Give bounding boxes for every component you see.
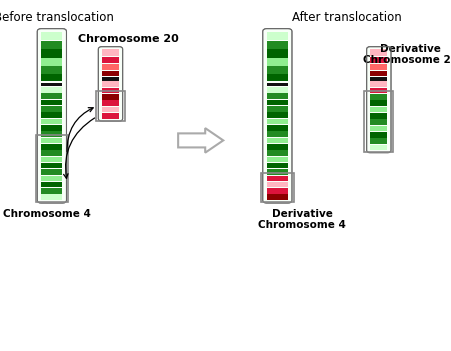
Text: Chromosome 20: Chromosome 20 bbox=[78, 34, 179, 44]
Bar bbox=[102, 57, 119, 63]
Bar bbox=[370, 126, 387, 131]
Bar bbox=[267, 138, 288, 143]
Bar bbox=[267, 49, 288, 58]
Bar bbox=[364, 91, 393, 152]
Bar bbox=[267, 87, 288, 93]
Bar bbox=[41, 106, 62, 112]
Bar bbox=[267, 83, 288, 86]
Text: Before translocation: Before translocation bbox=[0, 11, 114, 24]
FancyBboxPatch shape bbox=[367, 47, 391, 153]
Bar bbox=[267, 125, 288, 131]
Bar bbox=[267, 66, 288, 74]
FancyArrowPatch shape bbox=[67, 108, 93, 152]
Bar bbox=[267, 144, 288, 150]
Bar bbox=[267, 194, 288, 200]
Bar bbox=[267, 188, 288, 194]
FancyArrow shape bbox=[178, 128, 223, 153]
Bar bbox=[102, 64, 119, 70]
Bar bbox=[41, 66, 62, 74]
Bar bbox=[41, 41, 62, 49]
Bar bbox=[102, 71, 119, 76]
Bar bbox=[267, 182, 288, 187]
Bar bbox=[370, 100, 387, 106]
Bar bbox=[102, 100, 119, 106]
Bar bbox=[267, 131, 288, 137]
Bar bbox=[41, 125, 62, 131]
Bar bbox=[267, 93, 288, 99]
Bar bbox=[267, 119, 288, 124]
Bar bbox=[41, 182, 62, 187]
Text: Derivative
Chromosome 4: Derivative Chromosome 4 bbox=[258, 209, 346, 231]
Bar bbox=[370, 132, 387, 138]
Bar bbox=[370, 107, 387, 112]
Bar bbox=[370, 119, 387, 125]
Bar bbox=[370, 88, 387, 93]
Bar bbox=[102, 81, 119, 87]
Bar bbox=[370, 94, 387, 100]
Bar bbox=[41, 119, 62, 124]
Bar bbox=[41, 169, 62, 175]
Bar bbox=[41, 157, 62, 162]
Bar bbox=[41, 58, 62, 66]
Bar bbox=[41, 93, 62, 99]
Bar bbox=[41, 112, 62, 118]
Bar bbox=[41, 150, 62, 156]
Bar bbox=[41, 100, 62, 105]
Bar bbox=[267, 106, 288, 112]
Bar bbox=[267, 100, 288, 105]
Text: Chromosome 4: Chromosome 4 bbox=[4, 209, 91, 219]
Bar bbox=[102, 88, 119, 93]
Bar bbox=[41, 176, 62, 181]
Bar bbox=[41, 138, 62, 143]
Bar bbox=[370, 81, 387, 87]
Bar bbox=[41, 131, 62, 137]
Bar bbox=[261, 173, 294, 202]
Bar bbox=[102, 107, 119, 112]
Bar bbox=[102, 113, 119, 119]
Bar bbox=[41, 144, 62, 150]
FancyBboxPatch shape bbox=[98, 47, 123, 121]
Bar bbox=[267, 74, 288, 81]
Bar bbox=[267, 169, 288, 175]
Bar bbox=[41, 87, 62, 93]
FancyArrowPatch shape bbox=[64, 118, 95, 178]
Bar bbox=[267, 112, 288, 118]
Bar bbox=[96, 91, 125, 121]
Bar bbox=[41, 194, 62, 200]
Bar bbox=[370, 145, 387, 150]
Bar bbox=[370, 71, 387, 76]
Bar bbox=[267, 58, 288, 66]
Bar bbox=[41, 188, 62, 194]
Text: After translocation: After translocation bbox=[292, 11, 402, 24]
Bar bbox=[267, 32, 288, 40]
Bar bbox=[370, 113, 387, 119]
Bar bbox=[370, 49, 387, 56]
Bar bbox=[267, 157, 288, 162]
Bar bbox=[41, 83, 62, 86]
Bar bbox=[102, 77, 119, 81]
Bar bbox=[370, 77, 387, 81]
Bar bbox=[370, 138, 387, 144]
Bar bbox=[267, 41, 288, 49]
Bar bbox=[267, 176, 288, 181]
FancyBboxPatch shape bbox=[37, 29, 66, 203]
Bar bbox=[41, 74, 62, 81]
Bar bbox=[41, 49, 62, 58]
Text: Derivative
Chromosome 20: Derivative Chromosome 20 bbox=[363, 44, 451, 66]
Bar bbox=[41, 32, 62, 40]
Bar bbox=[41, 163, 62, 168]
FancyBboxPatch shape bbox=[263, 29, 292, 203]
Bar bbox=[370, 64, 387, 70]
Bar bbox=[267, 150, 288, 156]
Bar bbox=[36, 135, 68, 202]
Bar bbox=[267, 163, 288, 168]
Bar bbox=[102, 49, 119, 56]
Bar bbox=[370, 57, 387, 63]
Bar bbox=[102, 94, 119, 100]
